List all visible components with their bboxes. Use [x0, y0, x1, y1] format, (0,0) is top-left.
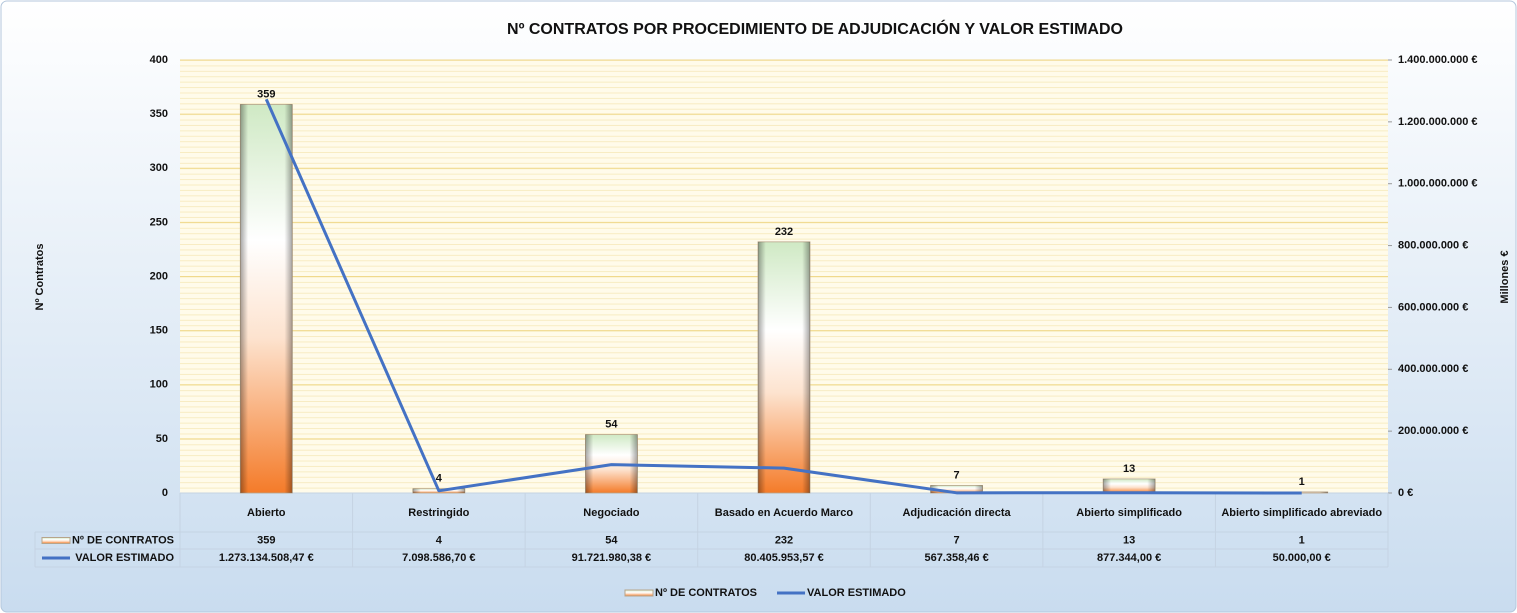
x-tick-label: Restringido — [408, 506, 470, 519]
table-cell: 54 — [605, 534, 618, 546]
table-cell: 80.405.953,57 € — [744, 552, 824, 564]
bar-shade — [1103, 478, 1156, 493]
y2-tick-label: 1.000.000.000 € — [1398, 178, 1478, 190]
x-tick-cell: Abierto simplificado abreviado — [1221, 506, 1383, 519]
x-tick-cell: Basado en Acuerdo Marco — [714, 506, 854, 519]
data-label: 4 — [436, 473, 443, 485]
table-row-label: Nº DE CONTRATOS — [72, 534, 174, 546]
table-cell: 50.000,00 € — [1273, 552, 1331, 564]
data-label: 359 — [257, 88, 275, 100]
y-tick-label: 50 — [156, 433, 168, 445]
y-tick-label: 0 — [162, 487, 168, 499]
legend-key — [624, 589, 654, 597]
data-label: 1 — [1299, 476, 1305, 488]
table-row-label: VALOR ESTIMADO — [75, 552, 174, 564]
bar-shade — [758, 241, 810, 493]
x-tick-label: Adjudicación directa — [902, 506, 1011, 519]
x-tick-label: Negociado — [583, 506, 640, 519]
y-tick-label: 350 — [150, 108, 168, 120]
data-label: 13 — [1123, 463, 1135, 475]
x-tick-label: Abierto simplificado abreviado — [1221, 506, 1383, 519]
bar-shade — [240, 104, 293, 493]
data-label: 54 — [605, 418, 618, 430]
y2-tick-label: 1.200.000.000 € — [1398, 116, 1478, 128]
chart-title: Nº CONTRATOS POR PROCEDIMIENTO DE ADJUDI… — [507, 19, 1123, 38]
table-cell: 91.721.980,38 € — [572, 552, 652, 564]
line — [264, 98, 1302, 495]
data-label: 7 — [954, 469, 960, 481]
table-cell: 232 — [775, 534, 793, 546]
legend-label: Nº DE CONTRATOS — [655, 587, 757, 599]
x-tick-cell: Negociado — [583, 506, 640, 519]
x-tick-cell: Restringido — [408, 506, 470, 519]
y-tick-label: 150 — [150, 325, 168, 337]
x-tick-cell: Abierto simplificado — [1076, 506, 1182, 519]
x-tick-label: Abierto simplificado — [1076, 506, 1182, 519]
x-tick-label: Basado en Acuerdo Marco — [714, 506, 854, 519]
y-tick-label: 250 — [150, 216, 168, 228]
legend-label: VALOR ESTIMADO — [807, 587, 906, 599]
y2-axis-title: Millones € — [1499, 250, 1511, 303]
y2-tick-label: 600.000.000 € — [1398, 301, 1468, 313]
y2-tick-label: 1.400.000.000 € — [1398, 54, 1478, 66]
data-label: 232 — [775, 226, 793, 238]
y-tick-label: 400 — [150, 54, 168, 66]
x-tick-cell: Abierto — [247, 506, 286, 519]
table-cell: 7 — [954, 534, 960, 546]
y-tick-label: 200 — [150, 270, 168, 282]
y-tick-label: 100 — [150, 379, 168, 391]
table-cell: 877.344,00 € — [1097, 552, 1161, 564]
y-axis-title: Nº Contratos — [34, 244, 46, 311]
y2-tick-label: 200.000.000 € — [1398, 425, 1468, 437]
table-cell: 13 — [1123, 534, 1135, 546]
table-cell: 4 — [436, 534, 443, 546]
bar-shade — [930, 485, 983, 493]
table-cell: 359 — [257, 534, 275, 546]
table-cell: 7.098.586,70 € — [402, 552, 475, 564]
table-cell: 1 — [1299, 534, 1305, 546]
table-cell: 1.273.134.508,47 € — [219, 552, 314, 564]
legend-key — [41, 537, 71, 544]
x-tick-cell: Adjudicación directa — [902, 506, 1011, 519]
y2-tick-label: 400.000.000 € — [1398, 363, 1468, 375]
y2-tick-label: 800.000.000 € — [1398, 239, 1468, 251]
y-tick-label: 300 — [150, 162, 168, 174]
x-tick-label: Abierto — [247, 506, 286, 519]
table-cell: 567.358,46 € — [924, 552, 988, 564]
y2-tick-label: 0 € — [1398, 487, 1413, 499]
